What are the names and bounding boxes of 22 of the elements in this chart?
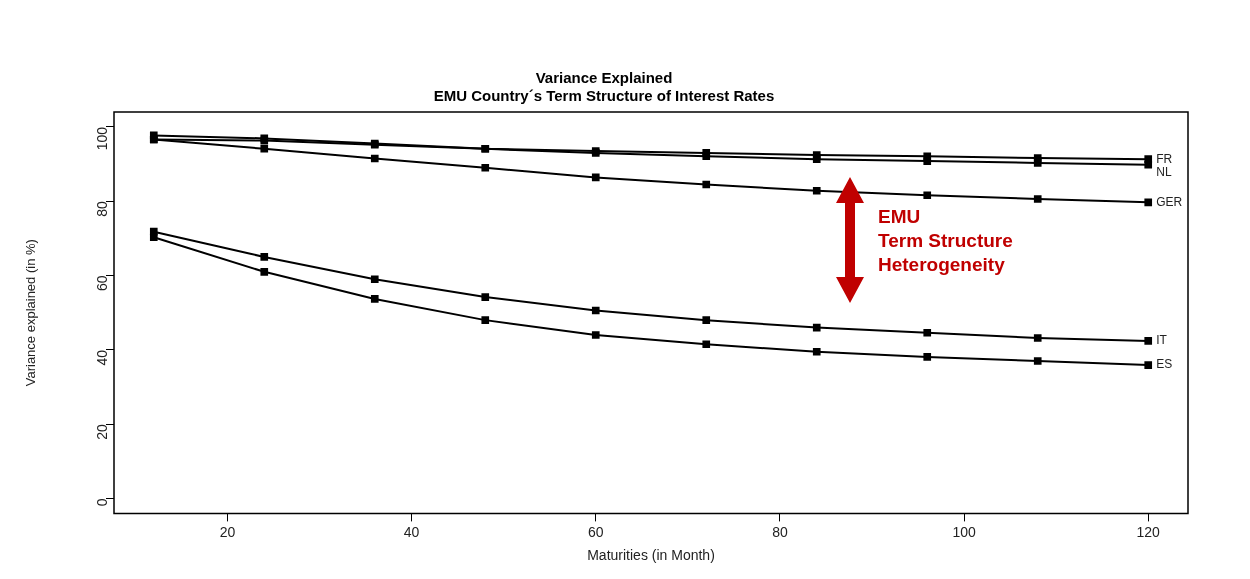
y-tick-label: 80: [93, 200, 110, 217]
y-tick-label: 100: [93, 126, 110, 151]
x-tick-label: 120: [1136, 523, 1161, 540]
series-label: IT: [1156, 333, 1168, 348]
x-tick-label: 80: [772, 523, 788, 540]
x-tick-label: 40: [403, 523, 420, 540]
y-tick-label: 20: [93, 423, 110, 440]
x-tick-label: 20: [219, 523, 236, 540]
y-axis-title: Variance explained (in %): [23, 239, 39, 387]
y-tick-label: 60: [93, 275, 110, 292]
y-tick-label: 40: [93, 349, 110, 366]
x-tick-label: 60: [587, 523, 604, 540]
series-label: GER: [1156, 194, 1183, 209]
annotation: EMU Term Structure Heterogeneity: [878, 205, 1013, 277]
x-axis-title: Maturities (in Month): [587, 547, 715, 564]
series-label: ES: [1156, 357, 1173, 372]
y-tick-label: 0: [93, 498, 110, 507]
chart-title: Variance Explained: [535, 69, 673, 87]
series-label: FR: [1156, 151, 1173, 166]
chart-subtitle: EMU Country´s Term Structure of Interest Rates: [433, 87, 775, 105]
series-label: NL: [1156, 164, 1172, 179]
x-tick-label: 100: [952, 523, 976, 540]
